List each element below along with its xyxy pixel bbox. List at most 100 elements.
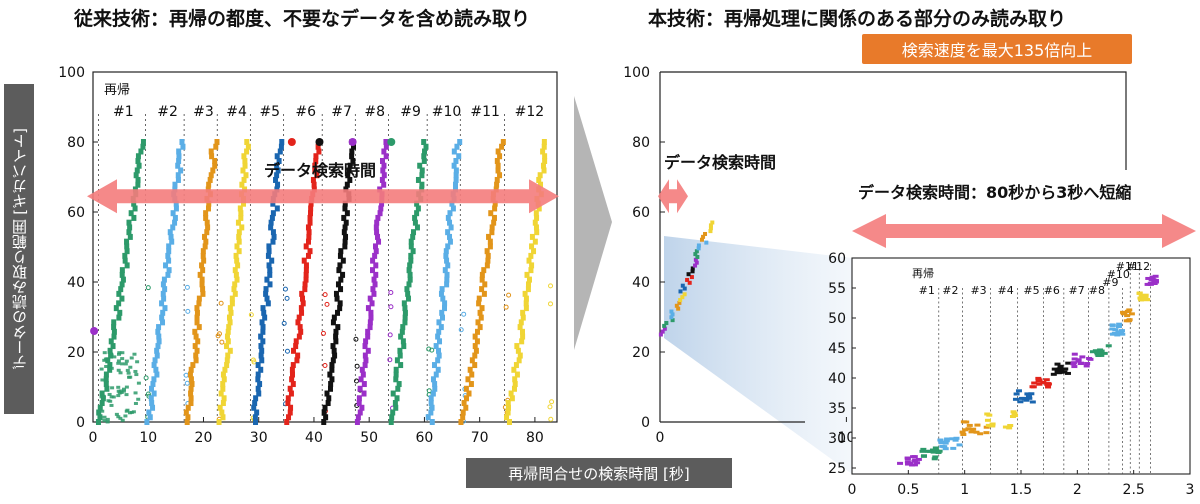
left-scan-point	[149, 385, 155, 392]
left-xtick-label: 0	[89, 430, 98, 446]
left-scan-outlier	[324, 301, 330, 307]
left-scan-point	[216, 419, 222, 425]
left-scan-point	[259, 357, 265, 364]
left-scan-point	[126, 219, 132, 226]
left-scan-point	[363, 357, 369, 364]
left-xtick-label: 60	[416, 430, 434, 446]
right-xtick-label: 10	[837, 430, 855, 446]
left-scan-point	[135, 153, 141, 160]
left-scan-point	[200, 286, 206, 293]
left-scan-point	[349, 153, 355, 160]
zoom-scan-point	[915, 457, 922, 461]
left-scan-point	[479, 271, 485, 278]
left-scan-point	[542, 157, 548, 164]
left-scan-point	[523, 295, 529, 302]
zoom-recursion-label: #10	[1107, 268, 1130, 281]
left-scan-point	[524, 271, 530, 278]
left-scan-point	[124, 385, 129, 389]
left-scan-point	[541, 139, 547, 145]
right-scan-point	[696, 243, 701, 248]
left-scan-point	[296, 333, 302, 340]
zoom-ytick-label: 60	[828, 251, 846, 267]
left-scan-point	[356, 395, 362, 402]
left-scan-point	[204, 219, 210, 226]
left-scan-point	[410, 248, 416, 255]
left-scan-point	[369, 300, 375, 307]
left-scan-point	[254, 409, 260, 416]
left-scan-point	[488, 210, 494, 217]
left-scan-point	[199, 281, 205, 288]
left-scan-point	[105, 417, 110, 421]
left-scan-point	[180, 143, 186, 150]
left-scan-point	[359, 366, 365, 373]
left-scan-point	[235, 262, 241, 269]
left-scan-point	[203, 214, 209, 221]
left-scan-point	[154, 347, 160, 354]
zoom-recursion-label: #9	[1102, 276, 1118, 289]
left-scan-point	[251, 404, 257, 411]
zoom-scan-point	[1105, 344, 1112, 348]
right-scan-point	[670, 318, 675, 323]
left-scan-point	[156, 333, 162, 340]
left-scan-point	[526, 276, 532, 283]
left-scan-point	[533, 224, 539, 231]
left-scan-point	[128, 365, 133, 369]
zoom-recursion-label: #4	[998, 284, 1014, 297]
left-ytick-label: 20	[67, 345, 85, 361]
left-scan-point	[201, 257, 207, 264]
right-scan-point	[674, 303, 679, 308]
left-scan-point	[202, 233, 208, 240]
left-scan-point	[119, 390, 124, 394]
right-search-label: データ検索時間	[664, 153, 776, 172]
zoom-scan-point	[962, 428, 969, 432]
left-scan-point	[178, 167, 184, 174]
left-scan-point	[454, 143, 460, 150]
zoom-recursion-label: #11	[1116, 260, 1139, 273]
left-scan-point	[461, 400, 467, 407]
right-ytick-label: 20	[632, 345, 650, 361]
left-scan-point	[120, 418, 125, 422]
right-scan-point	[690, 269, 695, 274]
left-scan-point	[402, 314, 408, 321]
left-scan-point	[368, 309, 374, 316]
left-scan-point	[372, 252, 378, 259]
left-scan-point	[433, 371, 439, 378]
left-scan-point	[402, 319, 408, 326]
left-scan-point	[161, 295, 167, 302]
left-scan-point	[208, 148, 214, 155]
zoom-scan-point	[1123, 319, 1130, 323]
left-scan-point	[341, 229, 347, 236]
left-scan-point	[206, 200, 212, 207]
zoom-scan-point	[942, 447, 949, 451]
left-scan-point	[266, 243, 272, 250]
left-scan-point	[381, 172, 387, 179]
left-scan-point	[188, 385, 194, 392]
left-scan-point	[196, 295, 202, 302]
left-scan-point	[518, 319, 524, 326]
zoom-ytick-label: 45	[828, 341, 846, 357]
left-scan-point	[179, 139, 185, 145]
zoom-scan-point	[949, 437, 956, 441]
left-scan-point	[132, 205, 138, 212]
left-scan-point	[375, 214, 381, 221]
left-scan-point	[307, 214, 313, 221]
zoom-scan-point	[904, 457, 911, 461]
zoom-scan-point	[1142, 295, 1149, 299]
left-scan-point	[533, 210, 539, 217]
left-scan-point	[210, 167, 216, 174]
left-scan-point	[200, 248, 206, 255]
left-scan-point	[99, 367, 104, 371]
left-scan-point	[410, 233, 416, 240]
left-scan-point	[112, 355, 117, 359]
right-scan-point	[678, 289, 683, 294]
left-scan-point	[392, 400, 398, 407]
left-scan-point	[422, 148, 428, 155]
left-scan-point	[270, 200, 276, 207]
left-scan-point	[393, 366, 399, 373]
left-scan-point	[135, 176, 141, 183]
left-scan-outlier	[426, 346, 432, 352]
left-scan-point	[333, 328, 339, 335]
left-scan-point	[334, 295, 340, 302]
left-scan-point	[276, 157, 282, 164]
left-scan-point	[508, 390, 514, 397]
